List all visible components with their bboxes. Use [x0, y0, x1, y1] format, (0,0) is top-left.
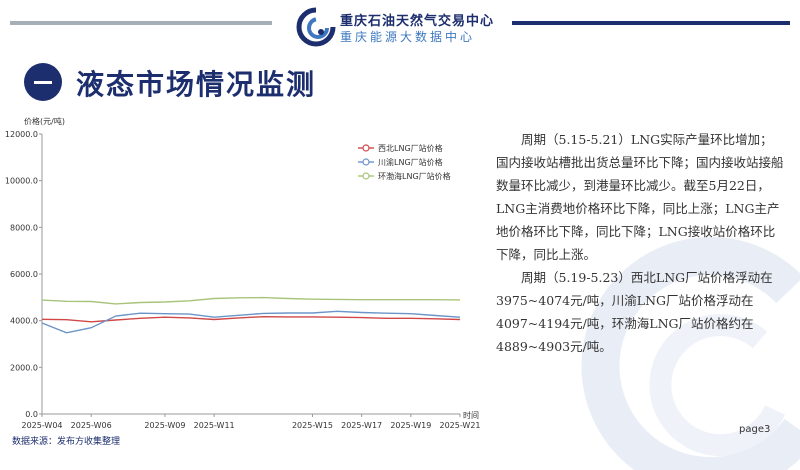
chart-series — [41, 296, 461, 334]
y-tick-label: 10000.0 — [5, 177, 38, 186]
y-tick-label: 4000.0 — [10, 317, 38, 326]
x-tick-label: 2025-W19 — [390, 421, 431, 430]
x-tick-label: 2025-W04 — [21, 421, 62, 430]
legend-marker — [362, 158, 370, 166]
y-tick-label: 12000.0 — [5, 130, 38, 139]
legend-label: 西北LNG厂站价格 — [378, 143, 443, 153]
org-name: 重庆石油天然气交易中心 — [340, 14, 495, 29]
y-tick-label: 2000.0 — [10, 363, 38, 372]
data-source-note: 数据来源：发布方收集整理 — [12, 437, 121, 447]
x-tick-label: 2025-W15 — [292, 421, 333, 430]
x-tick-label: 2025-W11 — [194, 421, 235, 430]
x-tick-label: 2025-W17 — [341, 421, 382, 430]
analysis-paragraph-2: 周期（5.19-5.23）西北LNG厂站价格浮动在3975~4074元/吨，川渝… — [496, 270, 773, 354]
header-bar-right — [512, 21, 790, 25]
page-number: page3 — [739, 424, 771, 435]
series-line-3 — [41, 296, 461, 305]
section-number-badge — [24, 63, 62, 101]
x-tick-label: 2025-W21 — [439, 421, 480, 430]
y-tick-label: 6000.0 — [10, 270, 38, 279]
legend-marker — [362, 172, 370, 180]
y-axis-label: 价格(元/吨) — [24, 116, 65, 126]
section-title: 液态市场情况监测 — [76, 68, 317, 101]
legend-marker — [362, 144, 370, 152]
series-line-2 — [41, 310, 461, 334]
x-tick-label: 2025-W06 — [71, 421, 112, 430]
y-tick-label: 0.0 — [25, 410, 38, 419]
analysis-text: 周期（5.15-5.21）LNG实际产量环比增加；国内接收站槽批出货总量环比下降… — [496, 128, 784, 358]
legend-label: 川渝LNG厂站价格 — [378, 157, 443, 167]
y-tick-label: 8000.0 — [10, 223, 38, 232]
logo-icon — [296, 7, 336, 47]
x-axis-label: 时间 — [463, 410, 479, 420]
chart-axes: 0.0 2000.0 4000.0 6000.0 8000.0 10000.0 12000.… — [5, 130, 480, 430]
x-tick-label: 2025-W09 — [144, 421, 185, 430]
header-bar-left — [10, 21, 272, 25]
legend-label: 环渤海LNG厂站价格 — [378, 171, 451, 181]
series-line-1 — [41, 315, 461, 323]
analysis-paragraph-1: 周期（5.15-5.21）LNG实际产量环比增加；国内接收站槽批出货总量环比下降… — [496, 132, 784, 262]
org-subtitle: 重庆能源大数据中心 — [340, 30, 476, 44]
watermark-logo-icon — [581, 237, 800, 470]
